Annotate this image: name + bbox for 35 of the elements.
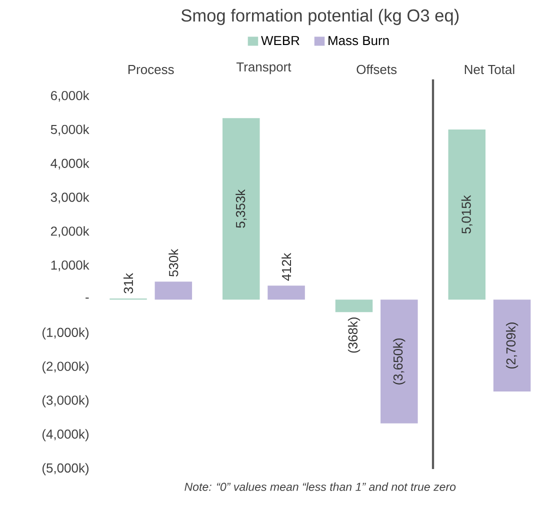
y-tick-label: 5,000k <box>50 124 90 136</box>
y-tick-label: (4,000k) <box>42 429 89 442</box>
data-label: (3,650k) <box>393 338 406 384</box>
y-tick-label: 4,000k <box>50 158 90 170</box>
data-label: 5,353k <box>236 189 247 228</box>
bar <box>448 130 486 300</box>
y-tick-label: (1,000k) <box>42 327 89 340</box>
legend-label: WEBR <box>261 36 300 45</box>
y-tick-label: - <box>86 298 89 299</box>
bar <box>493 300 531 392</box>
y-tick-label: 6,000k <box>50 90 90 102</box>
data-label: 31k <box>123 272 134 294</box>
bar <box>268 286 305 300</box>
data-label: 5,015k <box>461 195 472 234</box>
y-tick-label: (2,000k) <box>42 361 89 374</box>
x-tick-label: Process <box>128 65 174 74</box>
data-label: 412k <box>282 252 291 281</box>
x-tick-label: Transport <box>236 62 292 74</box>
data-label: 530k <box>168 248 178 276</box>
y-tick-label: (5,000k) <box>42 463 89 476</box>
bar <box>154 282 192 300</box>
x-tick-label: Offsets <box>356 64 397 74</box>
y-tick-label: 1,000k <box>51 260 90 272</box>
bar <box>380 300 418 424</box>
text: Note: “0” values mean “less than 1” and not true zero <box>184 482 456 491</box>
legend-label: Mass Burn <box>328 36 389 46</box>
chart-title: Smog formation potential (kg O3 eq) <box>181 8 459 26</box>
data-label: (368k) <box>348 317 360 353</box>
y-tick-label: 2,000k <box>50 226 90 238</box>
bar <box>335 300 373 312</box>
bar <box>222 118 260 300</box>
x-tick-label: Net Total <box>464 64 514 74</box>
y-tick-label: 3,000k <box>50 192 90 204</box>
data-label: (2,709k) <box>506 322 518 368</box>
y-tick-label: (3,000k) <box>42 395 89 408</box>
